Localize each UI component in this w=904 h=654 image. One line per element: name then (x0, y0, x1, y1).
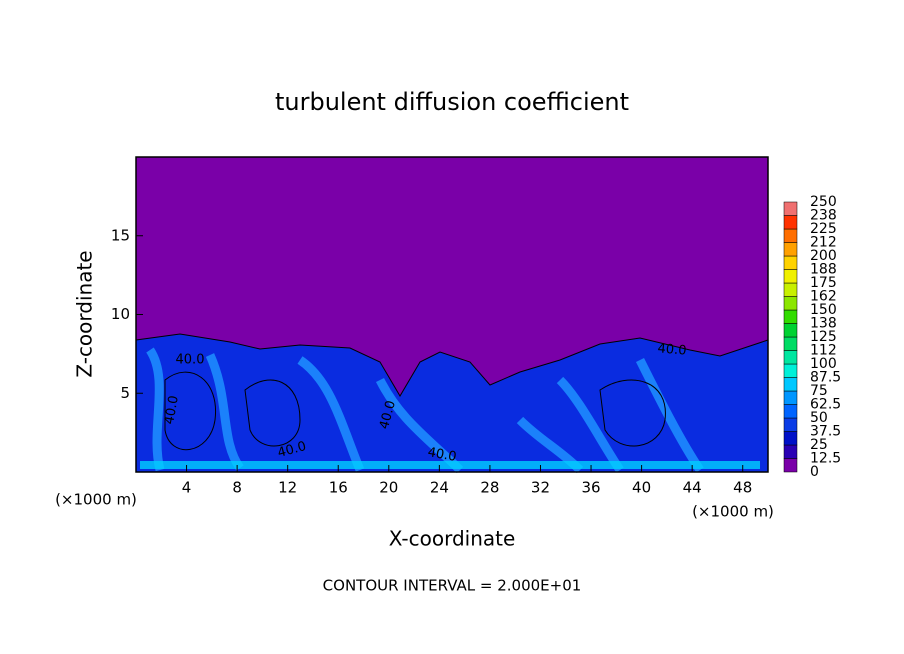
contour-label: 40.0 (276, 439, 308, 461)
colorbar-box (783, 336, 798, 351)
contour-label: 40.0 (176, 353, 205, 368)
contour-label: 40.0 (657, 341, 687, 358)
x-tick-label: 8 (232, 479, 242, 497)
colorbar-label: 250 (810, 194, 837, 210)
colorbar-label: 0 (810, 464, 819, 480)
colorbar-box (783, 377, 798, 392)
x-tick-label: 24 (430, 479, 449, 497)
footer-note: CONTOUR INTERVAL = 2.000E+01 (323, 577, 582, 595)
field-streak (146, 347, 704, 474)
x-tick-label: 40 (632, 479, 651, 497)
colorbar-label: 62.5 (810, 397, 841, 413)
colorbar-box (783, 215, 798, 230)
colorbar-label: 125 (810, 329, 837, 345)
colorbar-label: 138 (810, 316, 837, 332)
colorbar-box (783, 201, 798, 216)
contour-label: 40.0 (377, 399, 399, 431)
colorbar-box (783, 309, 798, 324)
colorbar-label: 75 (810, 383, 828, 399)
colorbar-label: 200 (810, 248, 837, 264)
x-unit-label: (×1000 m) (692, 503, 774, 521)
colorbar-box (783, 458, 798, 473)
colorbar-box (783, 404, 798, 419)
colorbar-label: 37.5 (810, 424, 841, 440)
colorbar-label: 162 (810, 289, 837, 305)
colorbar-box (783, 269, 798, 284)
colorbar-label: 112 (810, 343, 837, 359)
colorbar-box (783, 417, 798, 432)
x-tick-label: 36 (581, 479, 600, 497)
contour-label: 40.0 (162, 394, 182, 425)
colorbar-label: 225 (810, 221, 837, 237)
colorbar-box (783, 242, 798, 257)
colorbar-label: 150 (810, 302, 837, 318)
colorbar-label: 188 (810, 262, 837, 278)
colorbar-label: 50 (810, 410, 828, 426)
x-tick-label: 20 (379, 479, 398, 497)
colorbar-label: 238 (810, 208, 837, 224)
x-tick-label: 32 (531, 479, 550, 497)
x-tick-label: 4 (182, 479, 192, 497)
field (135, 157, 769, 474)
x-unit-label: (×1000 m) (55, 491, 137, 509)
y-tick-label: 10 (111, 305, 130, 323)
contour-line (164, 371, 666, 451)
colorbar-box (783, 255, 798, 270)
colorbar-label: 212 (810, 235, 837, 251)
x-tick-label: 16 (329, 479, 348, 497)
colorbar-box (783, 323, 798, 338)
colorbar-label: 12.5 (810, 451, 841, 467)
colorbar-label: 175 (810, 275, 837, 291)
y-axis-label: Z-coordinate (73, 250, 97, 377)
colorbar-box (783, 228, 798, 243)
colorbar-label: 100 (810, 356, 837, 372)
colorbar-box (783, 431, 798, 446)
y-tick-label: 5 (120, 384, 130, 402)
colorbar-box (783, 444, 798, 459)
y-tick-label: 15 (111, 226, 130, 244)
colorbar-box (783, 390, 798, 405)
x-tick-label: 44 (683, 479, 702, 497)
x-tick-label: 48 (733, 479, 752, 497)
contour-label: 40.0 (426, 445, 457, 465)
x-axis-label: X-coordinate (389, 527, 516, 551)
chart-title: turbulent diffusion coefficient (275, 88, 629, 116)
x-tick-label: 12 (278, 479, 297, 497)
colorbar-box (783, 350, 798, 365)
colorbar-box (783, 296, 798, 311)
colorbar-label: 25 (810, 437, 828, 453)
x-tick-label: 28 (480, 479, 499, 497)
colorbar-label: 87.5 (810, 370, 841, 386)
colorbar-box (783, 282, 798, 297)
colorbar-box (783, 363, 798, 378)
